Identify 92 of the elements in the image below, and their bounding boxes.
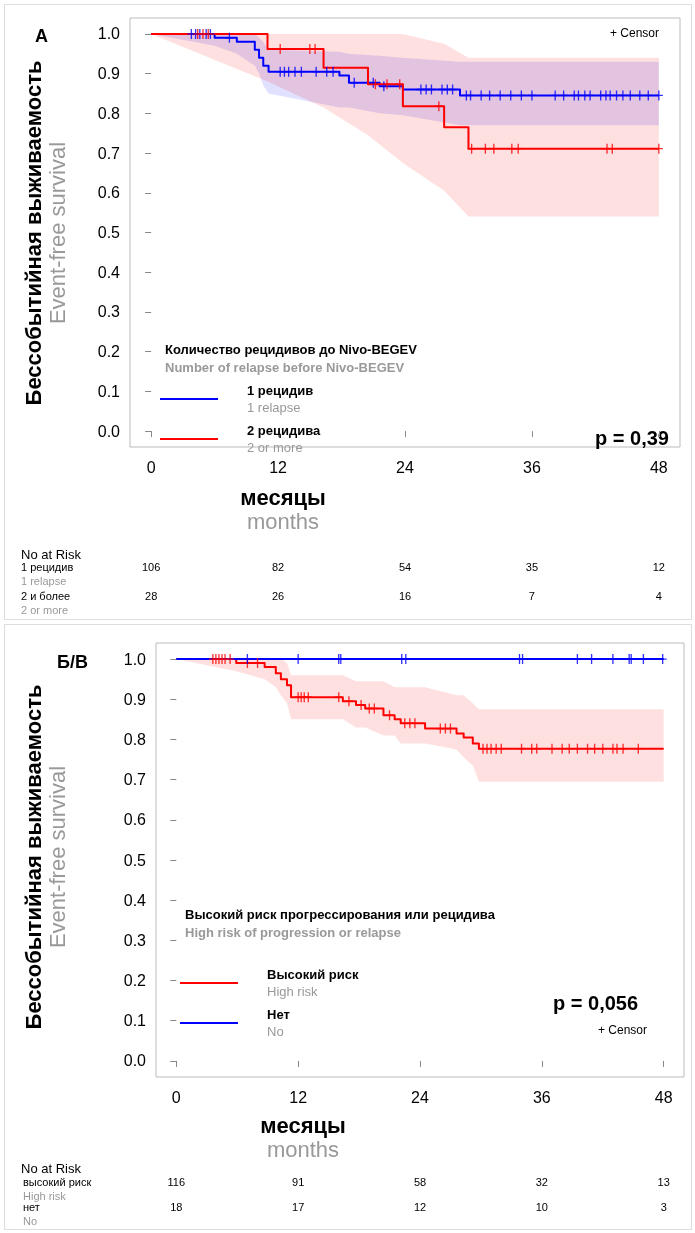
x-tick-label: 36 (532, 1088, 551, 1106)
text: 26 (271, 589, 285, 602)
point (329, 66, 338, 77)
y-tick-label: 0.5 (97, 224, 121, 241)
point (489, 143, 498, 154)
x-axis-title: месяцы months (260, 1112, 346, 1162)
point (654, 90, 663, 101)
x-tick-label: 0 (171, 1088, 181, 1106)
point (477, 90, 486, 101)
y-tick-label: 0.6 (123, 811, 147, 829)
text: 12 (413, 1200, 427, 1213)
y-tick-label: 0.4 (97, 263, 121, 281)
legend-title: Количество рецидивов до Nivo-BEGEV Number of relapse before Nivo-BEGEV (165, 342, 418, 375)
y-tick-label: 0.6 (97, 184, 121, 202)
text: 17 (292, 1200, 305, 1213)
y-tick-label: 0.5 (123, 851, 147, 869)
point (226, 654, 235, 665)
text: 13 (657, 1175, 670, 1188)
y-tick-label: 1.0 (123, 650, 147, 668)
y-tick-label: 1.0 (97, 25, 121, 43)
text: 12 (652, 560, 665, 573)
legend-title: Высокий риск прогрессирования или рецидива High risk of progression or relapse (185, 907, 496, 940)
text: 1 рецидив 1 relapse (21, 560, 74, 587)
point (527, 90, 536, 101)
text: 10 (535, 1200, 548, 1213)
text: 16 (398, 589, 412, 602)
x-tick-label: 48 (649, 458, 668, 476)
y-tick-label: 0.0 (123, 1052, 147, 1070)
point (654, 143, 663, 154)
x-tick-label: 0 (146, 458, 156, 476)
legend-label: Нет No (267, 1007, 290, 1039)
x-tick-label: 12 (289, 1088, 308, 1106)
text: 2 и более 2 or more (21, 589, 71, 616)
point (291, 66, 299, 77)
y-tick-label: 0.8 (123, 730, 147, 748)
text: 4 (655, 589, 662, 602)
point (558, 743, 567, 754)
text: 18 (170, 1200, 183, 1213)
text: 106 (141, 560, 161, 573)
point (586, 90, 595, 101)
text: 58 (413, 1175, 427, 1188)
text: No at Risk (21, 547, 82, 562)
point (434, 101, 443, 112)
text: 116 (167, 1175, 186, 1188)
text: 7 (528, 589, 535, 602)
y-tick-label: 0.4 (123, 891, 147, 909)
y-tick-label: 0.3 (123, 931, 147, 949)
y-tick-label: 0.9 (123, 690, 147, 708)
x-tick-label: 36 (523, 458, 541, 476)
x-tick-label: 48 (654, 1088, 673, 1106)
annotation: p = 0,056 (553, 992, 639, 1014)
point (344, 696, 353, 707)
y-tick-label: 0.7 (97, 144, 121, 162)
point (225, 32, 234, 43)
annotation: + Censor (598, 1023, 648, 1037)
legend-label: 1 рецидив 1 relapse (247, 383, 314, 415)
x-axis-title: месяцы months (240, 484, 326, 534)
y-tick-label: 0.3 (97, 303, 121, 321)
text: 54 (398, 560, 412, 573)
y-axis-title: Бессобытийная выживаемость Event-free survival (20, 60, 70, 406)
text: 35 (525, 560, 539, 573)
text: 32 (535, 1175, 548, 1188)
y-tick-label: 0.0 (97, 422, 121, 440)
legend-label: Высокий риск High risk (267, 967, 359, 999)
y-tick-label: 0.9 (97, 65, 121, 83)
text: 28 (145, 589, 158, 602)
text: 91 (292, 1175, 305, 1188)
text: 3 (660, 1200, 667, 1213)
point (383, 79, 392, 90)
y-tick-label: 0.8 (97, 104, 121, 122)
text: 82 (271, 560, 285, 573)
point (548, 743, 556, 754)
chart-title: А (35, 26, 48, 46)
x-tick-label: 24 (411, 1088, 429, 1106)
point (619, 743, 628, 754)
point (618, 90, 627, 101)
y-axis-title: Бессобытийная выживаемость Event-free survival (20, 684, 70, 1030)
point (312, 66, 321, 77)
text: No at Risk (21, 1161, 82, 1176)
y-tick-label: 0.2 (97, 343, 121, 361)
text: Б/В (57, 652, 88, 672)
annotation: + Censor (610, 26, 660, 40)
annotation: p = 0,39 (595, 427, 669, 449)
y-tick-label: 0.7 (123, 771, 147, 789)
x-tick-label: 12 (269, 458, 288, 476)
y-tick-label: 0.1 (97, 382, 121, 400)
point (410, 718, 419, 729)
y-tick-label: 0.1 (123, 1012, 147, 1030)
x-tick-label: 24 (396, 458, 414, 476)
text: высокий риск High risk (23, 1175, 92, 1202)
legend-label: 2 рецидива 2 or more (247, 423, 322, 455)
y-tick-label: 0.2 (123, 972, 147, 990)
